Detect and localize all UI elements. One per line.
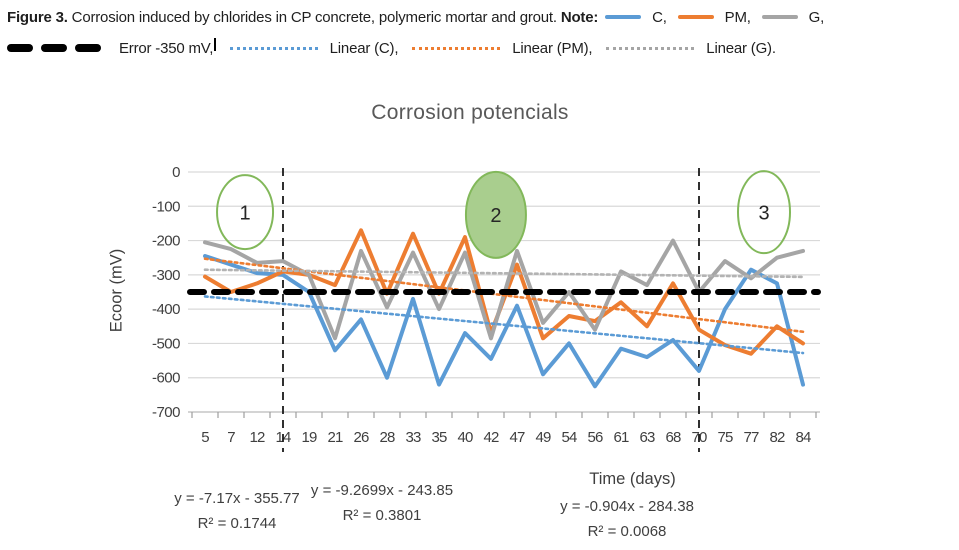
x-tick-label: 68 [665,429,681,446]
chart-title: Corrosion potencials [371,101,569,124]
y-tick-label: -700 [152,404,180,421]
x-tick-label: 5 [201,429,209,446]
r-squared-text: R² = 0.1744 [197,515,277,532]
legend-swatch-linear-g [606,46,695,50]
caption-line-2: Error -350 mV, Linear (C), Linear (PM), … [7,37,955,59]
x-tick-label: 47 [509,429,525,446]
x-tick-label: 56 [587,429,603,446]
x-tick-label: 84 [795,429,811,446]
legend-label-g: G, [804,8,829,26]
trendline-linear-pm- [203,257,805,334]
legend-swatch-linear-pm [412,46,501,50]
x-tick-label: 12 [249,429,265,446]
r-squared-text: R² = 0.0068 [587,523,667,540]
y-axis-tick-labels: 0 -100 -200 -300 -400 -500 -600 -700 [152,164,181,421]
x-tick-label: 82 [769,429,785,446]
region-label-2: 2 [490,205,501,227]
legend-label-pm: PM, [720,8,755,26]
x-axis-tick-labels: 5 7 12 14 19 21 26 28 33 35 40 42 47 49 54 56 61 63 68 70 75… [201,429,812,446]
x-tick-label: 21 [327,429,343,446]
region-marker-2: 2 [464,170,527,259]
text-cursor [214,37,216,51]
y-tick-label: 0 [172,164,180,181]
caption-line-1: Figure 3. Corrosion induced by chlorides… [7,6,955,28]
figure-label: Figure 3. [7,8,68,26]
x-tick-label: 54 [561,429,577,446]
equation-text: y = -9.2699x - 243.85 [310,482,454,499]
equation-text: y = -0.904x - 284.38 [560,498,694,515]
trendline-equation-c: y = -7.17x - 355.77 R² = 0.1744 [142,486,332,536]
legend-swatch-pm [677,14,714,20]
region-circle-2 [464,170,527,259]
legend-swatch-error [7,44,109,52]
x-tick-label: 26 [353,429,369,446]
y-tick-label: -300 [152,267,180,284]
trendline-linear-c- [203,295,805,355]
region-label-3: 3 [758,202,769,224]
region-marker-3: 3 [737,170,791,255]
x-tick-label: 19 [301,429,317,446]
series-C [203,254,805,389]
y-tick-label: -100 [152,198,180,215]
x-tick-label: 63 [639,429,655,446]
r-squared-text: R² = 0.3801 [342,507,422,524]
trendline-equation-pm: y = -9.2699x - 243.85 R² = 0.3801 [287,478,477,528]
region-circle-1 [216,174,275,251]
equation-text: y = -7.17x - 355.77 [174,490,300,507]
y-tick-label: -400 [152,301,180,318]
x-tick-label: 75 [717,429,733,446]
legend-label-linear-c: Linear (C), [325,39,403,57]
region-marker-1: 1 [216,174,275,251]
x-axis [188,411,820,418]
legend-label-c: C, [648,8,671,26]
y-tick-label: -200 [152,233,180,250]
legend-swatch-c [605,14,642,20]
region-circle-3 [737,170,791,255]
x-tick-label: 42 [483,429,499,446]
region-label-1: 1 [239,202,250,224]
legend-label-linear-pm: Linear (PM), [508,39,597,57]
x-tick-label: 33 [405,429,421,446]
trendline-equation-g: y = -0.904x - 284.38 R² = 0.0068 [532,494,722,544]
legend-label-linear-g: Linear (G). [702,39,776,57]
legend-swatch-linear-c [229,46,318,50]
y-tick-label: -500 [152,335,180,352]
x-tick-label: 28 [379,429,395,446]
x-tick-label: 49 [535,429,551,446]
x-tick-label: 40 [457,429,473,446]
x-tick-label: 61 [613,429,629,446]
x-tick-label: 35 [431,429,447,446]
x-axis-title: Time (days) [589,470,676,488]
y-tick-label: -600 [152,370,180,387]
legend-label-error: Error -350 mV, [119,39,214,57]
trendline-linear-g- [203,268,805,279]
x-tick-label: 77 [743,429,759,446]
caption-text: Corrosion induced by chlorides in CP con… [67,8,561,26]
x-tick-label: 7 [227,429,235,446]
note-label: Note: [560,8,599,26]
legend-swatch-g [761,14,798,20]
figure-caption: Figure 3. Corrosion induced by chlorides… [7,6,955,59]
